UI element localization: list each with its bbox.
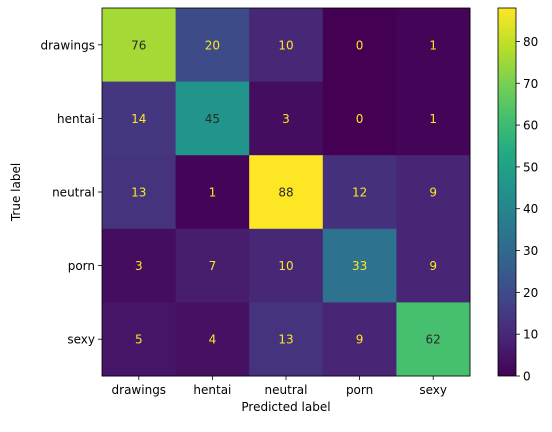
cell-value-label: 12 — [352, 186, 367, 200]
x-tick-label: hentai — [193, 383, 231, 397]
cell-value-label: 88 — [278, 186, 293, 200]
heatmap-cell — [249, 302, 324, 377]
cell-value-label: 3 — [282, 112, 290, 126]
cell-value-labels: 76 20 10 0 1 14 45 3 0 1 13 1 88 12 9 3 7 10 33 9 5 4 13 9 62 — [131, 38, 441, 346]
colorbar-ticks: 0 10 20 30 40 50 60 70 80 — [516, 35, 538, 384]
colorbar-tick-label: 20 — [523, 286, 538, 300]
y-tick-label: hentai — [57, 112, 95, 126]
y-axis-label: True label — [9, 163, 23, 222]
heatmap-cell — [249, 8, 324, 83]
heatmap-cell — [249, 228, 324, 303]
y-tick-label: neutral — [52, 186, 95, 200]
x-axis-ticks: drawings hentai neutral porn sexy — [112, 376, 447, 397]
heatmap-cell — [102, 81, 177, 156]
heatmap-cell — [175, 8, 250, 83]
heatmap-cell — [322, 155, 397, 230]
heatmap-cell — [322, 8, 397, 83]
heatmap-cell — [249, 155, 324, 230]
heatmap-cell — [322, 228, 397, 303]
cell-value-label: 0 — [356, 112, 364, 126]
heatmap-cell — [322, 302, 397, 377]
heatmap-cell — [175, 302, 250, 377]
cell-value-label: 62 — [426, 333, 441, 347]
colorbar-tick-label: 80 — [523, 35, 538, 49]
cell-value-label: 76 — [131, 38, 146, 52]
y-tick-label: porn — [68, 259, 95, 273]
heatmap-cell — [175, 155, 250, 230]
cell-value-label: 13 — [131, 186, 146, 200]
cell-value-label: 1 — [429, 38, 437, 52]
cell-value-label: 1 — [429, 112, 437, 126]
x-tick-label: neutral — [265, 383, 308, 397]
heatmap-cell — [102, 302, 177, 377]
colorbar-tick-label: 10 — [523, 328, 538, 342]
heatmap-cells — [102, 8, 471, 377]
heatmap-cell — [102, 228, 177, 303]
colorbar-tick-label: 70 — [523, 77, 538, 91]
heatmap-cell — [396, 302, 471, 377]
cell-value-label: 1 — [209, 186, 217, 200]
x-axis-label: Predicted label — [241, 400, 330, 414]
colorbar-tick-label: 0 — [523, 370, 531, 384]
heatmap-cell — [102, 155, 177, 230]
cell-value-label: 4 — [209, 333, 217, 347]
colorbar — [497, 7, 517, 377]
cell-value-label: 10 — [278, 259, 293, 273]
heatmap-cell — [396, 81, 471, 156]
cell-value-label: 0 — [356, 38, 364, 52]
cell-value-label: 13 — [278, 333, 293, 347]
cell-value-label: 3 — [135, 259, 143, 273]
x-tick-label: sexy — [419, 383, 447, 397]
cell-value-label: 33 — [352, 259, 367, 273]
heatmap-cell — [175, 81, 250, 156]
colorbar-tick-label: 50 — [523, 160, 538, 174]
cell-value-label: 9 — [429, 259, 437, 273]
colorbar-tick-label: 40 — [523, 202, 538, 216]
colorbar-tick-label: 30 — [523, 244, 538, 258]
colorbar-tick-label: 60 — [523, 119, 538, 133]
heatmap-cell — [396, 155, 471, 230]
y-tick-label: drawings — [40, 38, 95, 52]
heatmap-cell — [175, 228, 250, 303]
heatmap-cell — [249, 81, 324, 156]
heatmap-cell — [396, 228, 471, 303]
cell-value-label: 10 — [278, 38, 293, 52]
cell-value-label: 9 — [356, 333, 364, 347]
y-tick-label: sexy — [67, 333, 95, 347]
cell-value-label: 9 — [429, 186, 437, 200]
x-tick-label: drawings — [112, 383, 167, 397]
y-axis-ticks: drawings hentai neutral porn sexy — [40, 38, 102, 347]
cell-value-label: 7 — [209, 259, 217, 273]
heatmap-cell — [102, 8, 177, 83]
cell-value-label: 5 — [135, 333, 143, 347]
x-tick-label: porn — [346, 383, 373, 397]
cell-value-label: 45 — [205, 112, 220, 126]
heatmap-cell — [396, 8, 471, 83]
heatmap-cell — [322, 81, 397, 156]
cell-value-label: 14 — [131, 112, 146, 126]
cell-value-label: 20 — [205, 38, 220, 52]
